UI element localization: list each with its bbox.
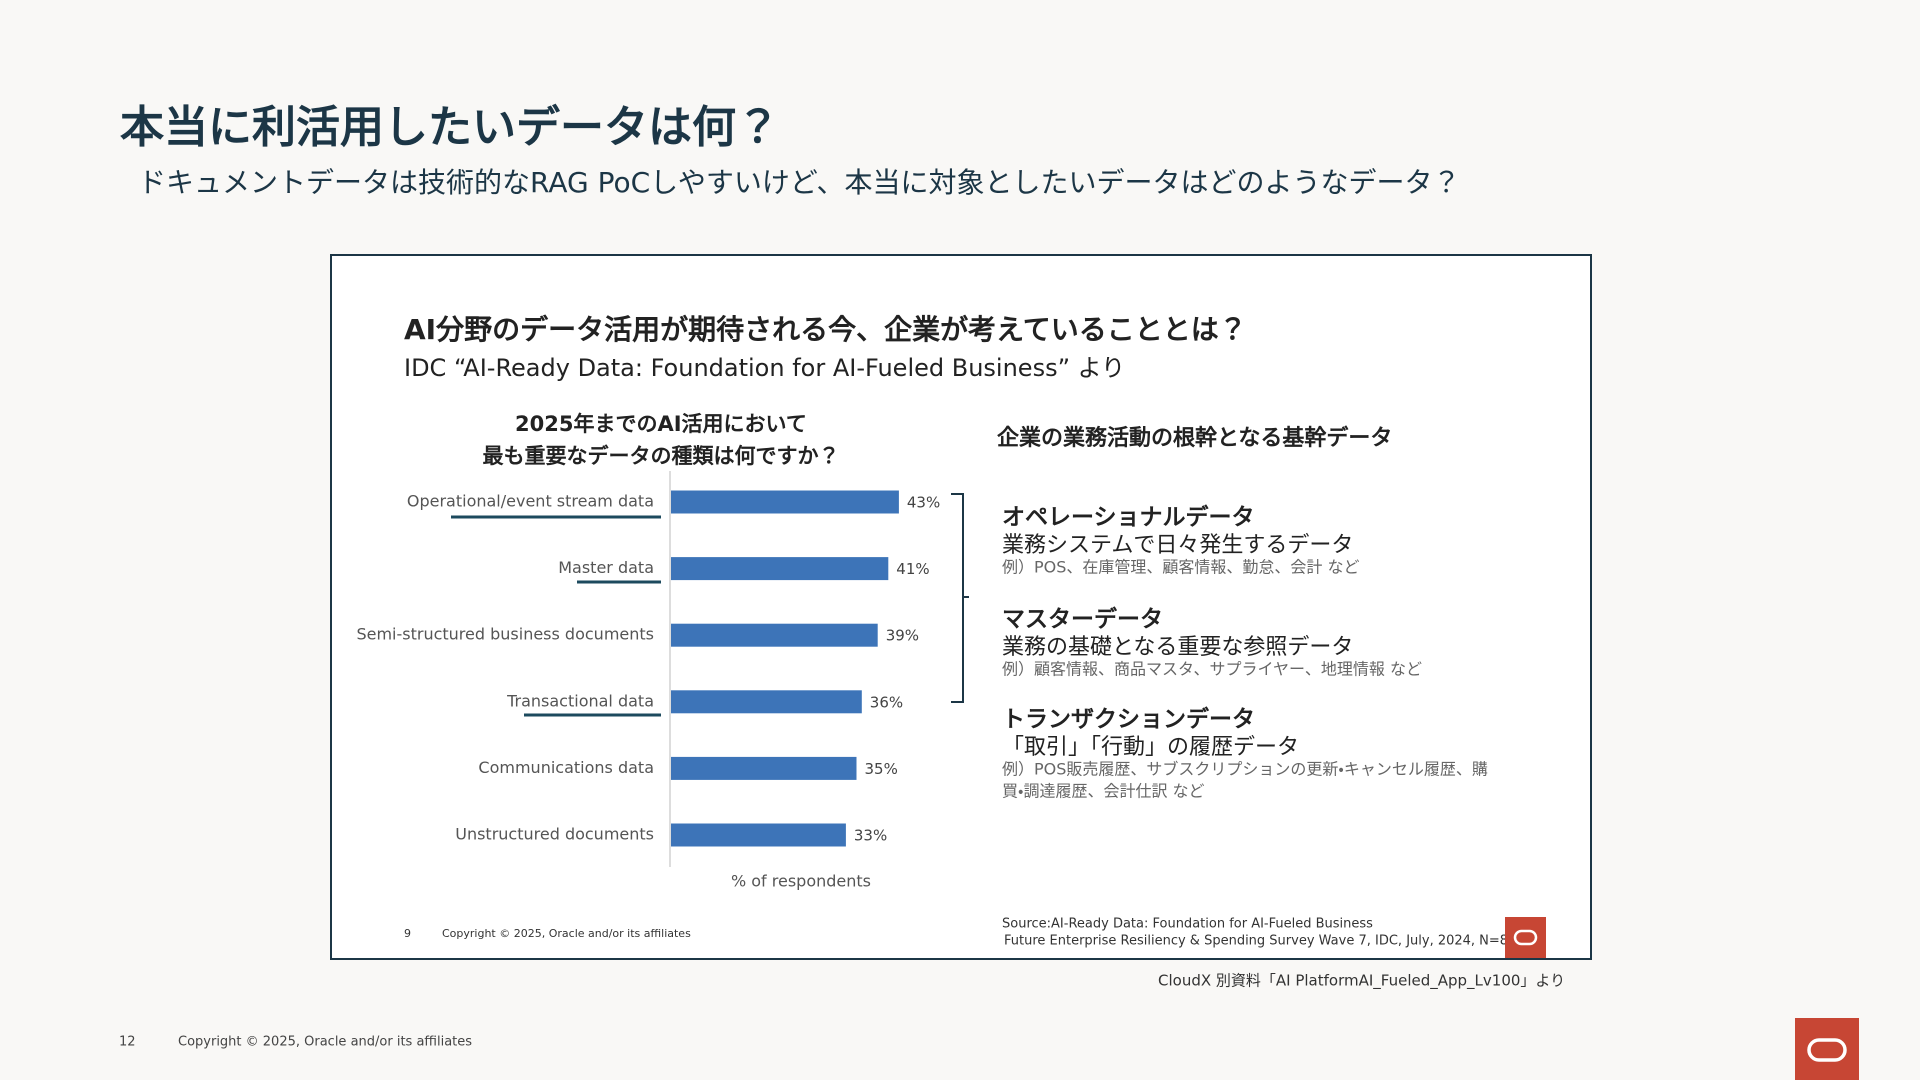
bar bbox=[671, 623, 878, 647]
category-label: Master data bbox=[558, 558, 654, 577]
figure-title: AI分野のデータ活用が期待される今、企業が考えていることとは？ bbox=[404, 313, 1247, 346]
item-description: 業務システムで日々発生するデータ bbox=[1002, 533, 1353, 558]
value-label: 41% bbox=[896, 560, 929, 578]
footer-copyright: Copyright © 2025, Oracle and/or its affi… bbox=[178, 1035, 472, 1050]
bar bbox=[671, 823, 846, 847]
category-label: Communications data bbox=[478, 758, 654, 777]
bar bbox=[671, 756, 857, 780]
slide-subtitle: ドキュメントデータは技術的なRAG PoCしやすいけど、本当に対象としたいデータ… bbox=[138, 166, 1460, 199]
item-example: 買・調達履歴、会計仕訳 など bbox=[1002, 782, 1205, 801]
item-example: 例）顧客情報、商品マスタ、サプライヤー、地理情報 など bbox=[1002, 660, 1422, 679]
slide-title: 本当に利活用したいデータは何？ bbox=[120, 102, 780, 153]
bracket bbox=[951, 493, 969, 703]
value-label: 35% bbox=[865, 760, 898, 778]
source-line: Future Enterprise Resiliency & Spending … bbox=[1004, 934, 1525, 949]
bar bbox=[671, 690, 862, 714]
item-example: 例）POS販売履歴、サブスクリプションの更新・キャンセル履歴、購 bbox=[1002, 760, 1488, 779]
item-title: トランザクションデータ bbox=[1002, 706, 1255, 733]
value-label: 39% bbox=[886, 627, 919, 645]
chart-question: 最も重要なデータの種類は何ですか？ bbox=[483, 444, 840, 468]
bar bbox=[671, 490, 899, 514]
figure-copyright: Copyright © 2025, Oracle and/or its affi… bbox=[442, 927, 691, 940]
oracle-logo bbox=[1795, 1018, 1859, 1080]
value-label: 36% bbox=[870, 693, 903, 711]
figure-page-number: 9 bbox=[404, 927, 411, 940]
chart-question: 2025年までのAI活用において bbox=[515, 412, 807, 436]
item-title: マスターデータ bbox=[1002, 606, 1163, 633]
category-label: Operational/event stream data bbox=[407, 492, 654, 511]
category-label: Semi-structured business documents bbox=[356, 625, 654, 644]
figure-frame bbox=[330, 254, 1592, 960]
item-example: 例）POS、在庫管理、顧客情報、勤怠、会計 など bbox=[1002, 558, 1360, 577]
item-title: オペレーショナルデータ bbox=[1002, 504, 1255, 531]
value-label: 33% bbox=[854, 827, 887, 845]
source-line: Source:AI-Ready Data: Foundation for AI-… bbox=[1002, 917, 1373, 932]
oracle-logo bbox=[1505, 917, 1546, 958]
item-description: 業務の基礎となる重要な参照データ bbox=[1002, 635, 1353, 660]
bar bbox=[671, 557, 889, 581]
category-label: Transactional data bbox=[506, 691, 654, 710]
figure-subtitle: IDC “AI-Ready Data: Foundation for AI-Fu… bbox=[404, 354, 1125, 382]
x-axis-label: % of respondents bbox=[731, 872, 871, 891]
item-description: 「取引」「行動」の履歴データ bbox=[1002, 735, 1299, 760]
caption: CloudX 別資料「AI PlatformAI_Fueled_App_Lv10… bbox=[1158, 972, 1565, 991]
bar-chart: Operational/event stream data 43% Master d… bbox=[356, 490, 940, 847]
panel-heading: 企業の業務活動の根幹となる基幹データ bbox=[997, 425, 1392, 451]
value-label: 43% bbox=[907, 494, 940, 512]
category-label: Unstructured documents bbox=[455, 825, 654, 844]
page-number: 12 bbox=[119, 1035, 136, 1050]
